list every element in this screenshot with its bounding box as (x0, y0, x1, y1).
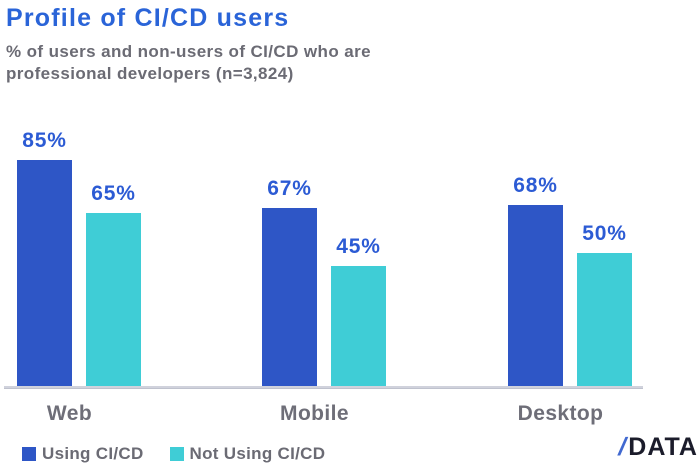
bar-item-mobile-using-ci-cd: 67% (262, 177, 317, 386)
bar-web-not-using-ci-cd (86, 213, 141, 386)
bar-value-label: 45% (336, 235, 381, 258)
chart-subtitle: % of users and non-users of CI/CD who ar… (6, 41, 371, 85)
bar-item-mobile-not-using-ci-cd: 45% (331, 235, 386, 386)
logo-text: DATA (628, 433, 698, 461)
bar-desktop-using-ci-cd (508, 205, 563, 386)
bar-item-web-using-ci-cd: 85% (17, 129, 72, 386)
bar-value-label: 68% (513, 174, 558, 197)
category-label-desktop: Desktop (517, 402, 604, 425)
bar-value-label: 50% (582, 222, 627, 245)
page-title: Profile of CI/CD users (6, 4, 290, 32)
bar-mobile-not-using-ci-cd (331, 266, 386, 386)
category-label-web: Web (46, 402, 93, 425)
legend-swatch-not-using-cicd (169, 447, 184, 461)
bar-desktop-not-using-ci-cd (577, 253, 632, 386)
legend-item-not-using-cicd: Not Using CI/CD (169, 444, 326, 464)
bar-item-web-not-using-ci-cd: 65% (86, 182, 141, 386)
chart-legend: Using CI/CD Not Using CI/CD (22, 444, 325, 464)
bar-group-desktop: 68% 50% (508, 174, 632, 386)
bar-item-desktop-not-using-ci-cd: 50% (577, 222, 632, 386)
legend-label-using-cicd: Using CI/CD (42, 444, 144, 463)
legend-item-using-cicd: Using CI/CD (22, 444, 144, 464)
bar-group-mobile: 67% 45% (262, 177, 386, 386)
bar-value-label: 67% (267, 177, 312, 200)
bar-value-label: 85% (22, 129, 67, 152)
bar-item-desktop-using-ci-cd: 68% (508, 174, 563, 386)
chart-subtitle-line2: professional developers (n=3,824) (6, 64, 294, 83)
bar-value-label: 65% (91, 182, 136, 205)
chart-subtitle-line1: % of users and non-users of CI/CD who ar… (6, 42, 371, 61)
bar-group-web: 85% 65% (17, 129, 141, 386)
bar-mobile-using-ci-cd (262, 208, 317, 386)
x-axis-baseline (4, 386, 643, 389)
legend-label-not-using-cicd: Not Using CI/CD (189, 444, 326, 463)
category-label-mobile: Mobile (280, 402, 349, 425)
legend-swatch-using-cicd (22, 447, 36, 461)
slashdata-logo: /DATA (616, 433, 698, 462)
bar-web-using-ci-cd (17, 160, 72, 386)
